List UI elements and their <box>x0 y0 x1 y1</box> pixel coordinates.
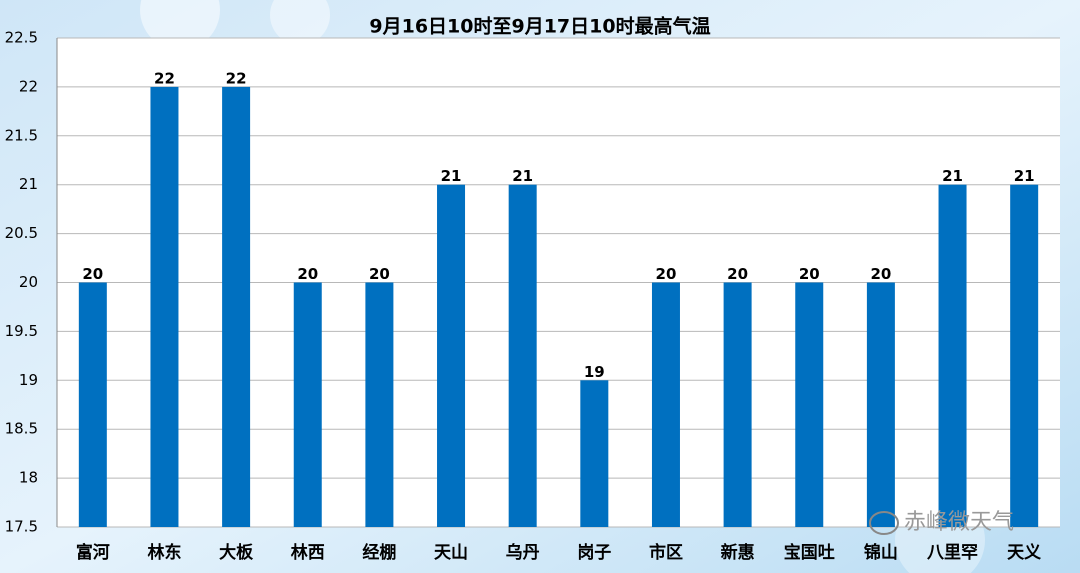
bar <box>580 380 609 527</box>
data-label: 20 <box>870 265 891 283</box>
data-label: 20 <box>656 265 677 283</box>
x-tick-label: 大板 <box>219 542 254 563</box>
x-tick-label: 岗子 <box>577 542 611 563</box>
bar <box>150 86 179 528</box>
data-label: 20 <box>297 265 318 283</box>
watermark: 赤峰微天气 <box>869 510 1014 535</box>
x-tick-label: 林西 <box>291 542 325 563</box>
data-label: 20 <box>82 265 103 283</box>
x-tick-label: 市区 <box>649 542 683 563</box>
data-label: 21 <box>441 167 462 185</box>
bar <box>78 282 107 527</box>
data-label: 20 <box>369 265 390 283</box>
bar <box>293 282 322 527</box>
y-tick-label: 19 <box>19 371 38 389</box>
y-tick-label: 20.5 <box>5 224 38 242</box>
x-tick-label: 林东 <box>147 542 181 563</box>
x-tick-label: 经棚 <box>362 542 396 563</box>
data-label: 21 <box>512 167 533 185</box>
x-tick-label: 富河 <box>76 542 110 563</box>
bar <box>651 282 680 527</box>
x-tick-label: 天山 <box>434 543 468 563</box>
y-tick-label: 17.5 <box>5 518 38 536</box>
bar <box>866 282 895 527</box>
bar <box>938 184 967 527</box>
x-tick-label: 新惠 <box>721 542 755 563</box>
bar <box>222 86 251 528</box>
bar <box>437 184 466 527</box>
bar <box>365 282 394 527</box>
y-tick-label: 18 <box>19 469 38 487</box>
bar <box>508 184 537 527</box>
y-tick-label: 18.5 <box>5 420 38 438</box>
x-tick-label: 乌丹 <box>506 542 540 563</box>
y-tick-label: 21.5 <box>5 126 38 144</box>
watermark-icon <box>869 511 899 535</box>
y-tick-label: 21 <box>19 175 38 193</box>
x-tick-label: 八里罕 <box>927 543 978 563</box>
data-label: 19 <box>584 363 605 381</box>
chart-title: 9月16日10时至9月17日10时最高气温 <box>369 15 710 38</box>
y-tick-label: 19.5 <box>5 322 38 340</box>
y-tick-label: 20 <box>19 273 38 291</box>
data-label: 21 <box>1014 167 1035 185</box>
x-tick-label: 宝国吐 <box>784 542 835 563</box>
data-label: 22 <box>154 69 175 87</box>
bar <box>1010 184 1039 527</box>
bar <box>795 282 824 527</box>
bokeh <box>140 0 220 50</box>
x-tick-label: 天义 <box>1007 542 1041 563</box>
data-label: 21 <box>942 167 963 185</box>
bar <box>723 282 752 527</box>
x-tick-label: 锦山 <box>864 542 898 563</box>
data-label: 20 <box>799 265 820 283</box>
data-label: 22 <box>226 69 247 87</box>
watermark-text: 赤峰微天气 <box>904 510 1014 535</box>
bokeh <box>270 0 330 45</box>
y-tick-label: 22 <box>19 77 38 95</box>
data-label: 20 <box>727 265 748 283</box>
y-tick-label: 22.5 <box>5 29 38 47</box>
